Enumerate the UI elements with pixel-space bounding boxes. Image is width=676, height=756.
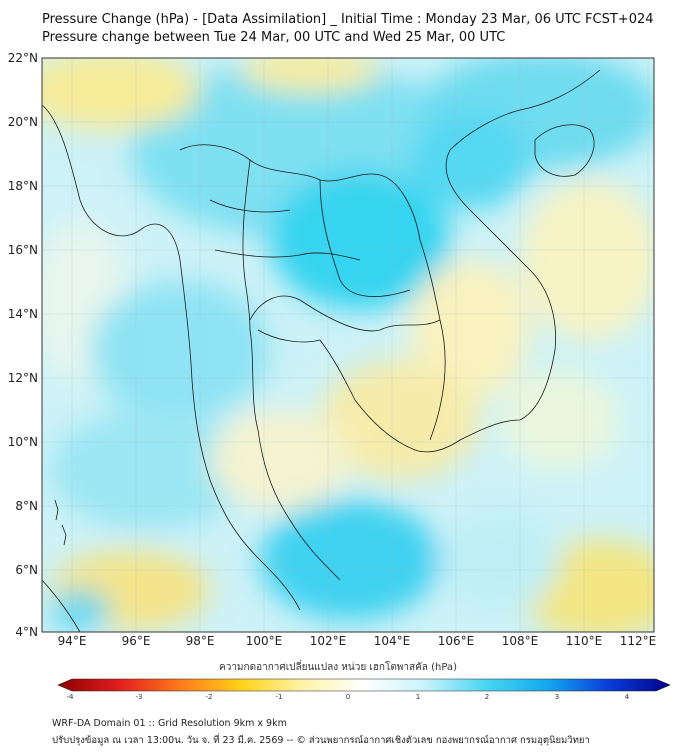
lat-tick: 22°N [8, 51, 38, 65]
lat-tick: 16°N [8, 243, 38, 257]
colorbar-tick: -4 [67, 693, 75, 700]
colorbar-tick: -2 [206, 693, 213, 700]
lat-tick: 12°N [8, 371, 38, 385]
lat-tick: 10°N [8, 435, 38, 449]
coastlines-and-borders [42, 69, 601, 632]
map-frame [41, 57, 655, 633]
map-subtitle: Pressure change between Tue 24 Mar, 00 U… [42, 30, 506, 45]
colorbar-tick: 1 [416, 693, 420, 700]
map-title: Pressure Change (hPa) - [Data Assimilati… [42, 12, 654, 27]
lon-tick: 100°E [246, 634, 283, 648]
colorbar-tick: 2 [485, 693, 489, 700]
colorbar-tick: 4 [625, 693, 630, 700]
lon-tick: 112°E [620, 634, 657, 648]
lon-tick: 94°E [58, 634, 87, 648]
longitude-axis: 94°E 96°E 98°E 100°E 102°E 104°E 106°E 1… [58, 634, 657, 648]
lat-tick: 4°N [15, 625, 38, 639]
lat-tick: 18°N [8, 179, 38, 193]
lon-tick: 96°E [122, 634, 151, 648]
lat-tick: 6°N [15, 563, 38, 577]
lon-tick: 110°E [566, 634, 603, 648]
footer-credit: ปรับปรุงข้อมูล ณ เวลา 13:00น. วัน จ. ที่… [52, 735, 590, 746]
latitude-axis: 22°N 20°N 18°N 16°N 14°N 12°N 10°N 8°N 6… [8, 51, 38, 639]
lon-tick: 98°E [186, 634, 215, 648]
pressure-change-map: 22°N 20°N 18°N 16°N 14°N 12°N 10°N 8°N 6… [8, 51, 671, 700]
colorbar-tick: 0 [346, 693, 350, 700]
lat-tick: 20°N [8, 115, 38, 129]
colorbar: -4 -3 -2 -1 0 1 2 3 4 [57, 678, 671, 700]
pressure-field [42, 58, 654, 632]
colorbar-tick: -1 [276, 693, 283, 700]
lat-tick: 14°N [8, 307, 38, 321]
colorbar-label: ความกดอากาศเปลี่ยนแปลง หน่วย เฮกโตพาสคัล… [219, 662, 457, 673]
lon-tick: 104°E [374, 634, 411, 648]
lon-tick: 102°E [310, 634, 347, 648]
footer-model-info: WRF-DA Domain 01 :: Grid Resolution 9km … [52, 718, 287, 729]
lat-tick: 8°N [15, 499, 38, 513]
lon-tick: 108°E [502, 634, 539, 648]
graticule [42, 58, 654, 632]
colorbar-tick: 3 [555, 693, 559, 700]
lon-tick: 106°E [438, 634, 475, 648]
colorbar-tick: -3 [136, 693, 143, 700]
